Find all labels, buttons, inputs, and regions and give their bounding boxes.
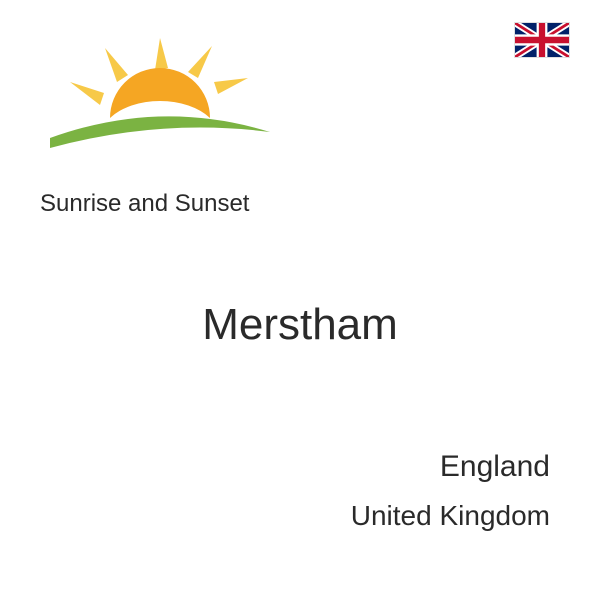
city-name: Merstham — [0, 300, 600, 350]
logo-container — [30, 20, 290, 190]
sunrise-logo-icon — [30, 20, 290, 160]
region-name: England — [440, 450, 550, 484]
tagline-text: Sunrise and Sunset — [40, 190, 249, 218]
uk-flag-icon — [514, 22, 570, 58]
horizon-hill-icon — [50, 116, 270, 148]
country-name: United Kingdom — [351, 500, 550, 532]
